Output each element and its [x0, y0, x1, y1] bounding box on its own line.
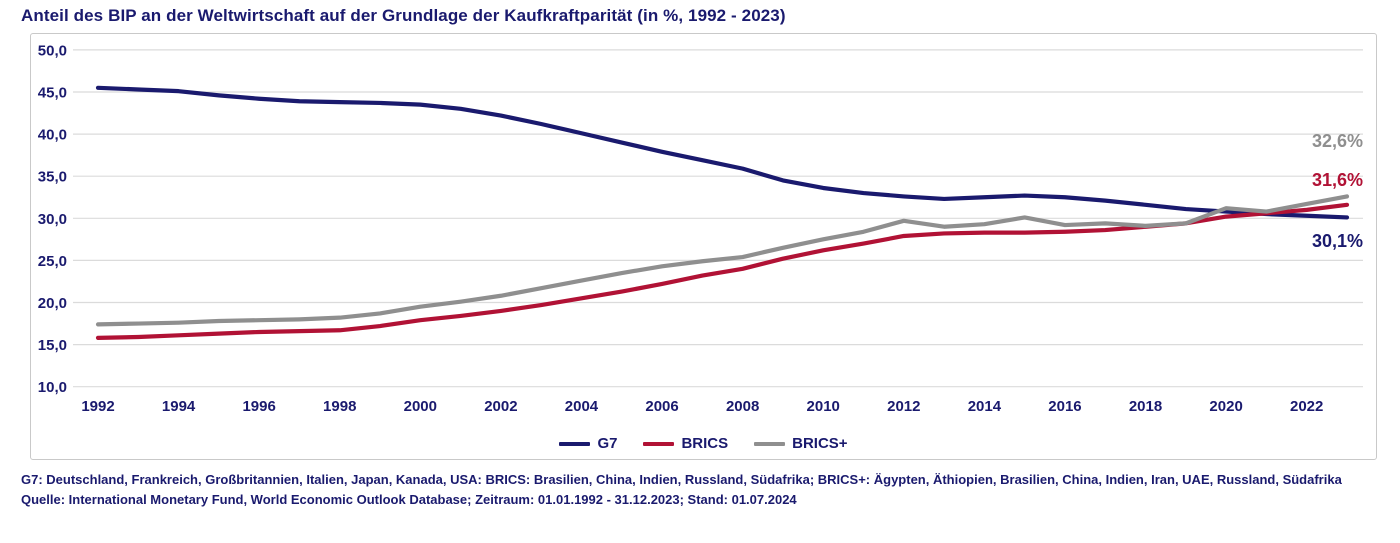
legend-item-g7: G7 — [559, 435, 617, 452]
x-axis-tick: 2000 — [404, 398, 437, 415]
end-value-label-g7: 30,1% — [1311, 231, 1363, 251]
line-chart: 50,0 45,0 40,0 35,0 30,0 25,0 20,0 15,0 10,0 1992… — [38, 42, 1363, 415]
x-axis-tick: 2008 — [726, 398, 759, 415]
end-value-label-brics-plus: 32,6% — [1311, 131, 1363, 151]
y-axis-tick: 20,0 — [38, 295, 67, 312]
x-axis-tick: 2012 — [887, 398, 920, 415]
legend-label-brics: BRICS — [681, 435, 729, 452]
x-axis-tick: 2002 — [484, 398, 517, 415]
chart-title: Anteil des BIP an der Weltwirtschaft auf… — [21, 6, 786, 25]
y-axis-tick: 35,0 — [38, 169, 67, 186]
chart-frame: 50,0 45,0 40,0 35,0 30,0 25,0 20,0 15,0 10,0 1992… — [30, 33, 1377, 460]
legend-swatch-brics-plus — [754, 441, 786, 446]
x-axis-tick: 2004 — [565, 398, 599, 415]
legend-swatch-g7 — [559, 441, 591, 446]
x-axis-tick: 2016 — [1048, 398, 1081, 415]
series-line-g7 — [95, 85, 1350, 220]
y-axis-tick: 50,0 — [38, 42, 67, 59]
x-axis-tick: 2006 — [645, 398, 678, 415]
end-value-label-brics: 31,6% — [1311, 170, 1363, 190]
chart-legend: G7 BRICS BRICS+ — [31, 435, 1376, 452]
y-axis-tick: 10,0 — [38, 379, 67, 396]
legend-item-brics: BRICS — [643, 435, 728, 452]
legend-item-brics-plus: BRICS+ — [754, 435, 848, 452]
footnote-source: Quelle: International Monetary Fund, Wor… — [21, 492, 797, 508]
x-axis-tick: 2018 — [1129, 398, 1162, 415]
legend-label-g7: G7 — [597, 435, 618, 452]
legend-label-brics-plus: BRICS+ — [792, 435, 848, 452]
series-line-brics-plus — [95, 194, 1350, 327]
legend-swatch-brics — [643, 441, 675, 446]
x-axis-tick: 1992 — [81, 398, 114, 415]
y-axis-tick: 25,0 — [38, 253, 67, 270]
y-axis-tick: 30,0 — [38, 211, 67, 228]
x-axis-tick: 1994 — [162, 398, 196, 415]
y-axis-tick: 15,0 — [38, 337, 67, 354]
footnote-definitions: G7: Deutschland, Frankreich, Großbritann… — [21, 472, 1342, 487]
y-axis-tick: 40,0 — [38, 127, 67, 144]
x-axis-tick: 2020 — [1209, 398, 1242, 415]
y-axis-tick: 45,0 — [38, 85, 67, 102]
x-axis-tick: 1996 — [242, 398, 275, 415]
x-axis-tick: 1998 — [323, 398, 356, 415]
x-axis-tick: 2010 — [807, 398, 840, 415]
x-axis-tick: 2014 — [968, 398, 1002, 415]
chart-footer: G7: Deutschland, Frankreich, Großbritann… — [21, 471, 1379, 510]
x-axis-tick: 2022 — [1290, 398, 1323, 415]
